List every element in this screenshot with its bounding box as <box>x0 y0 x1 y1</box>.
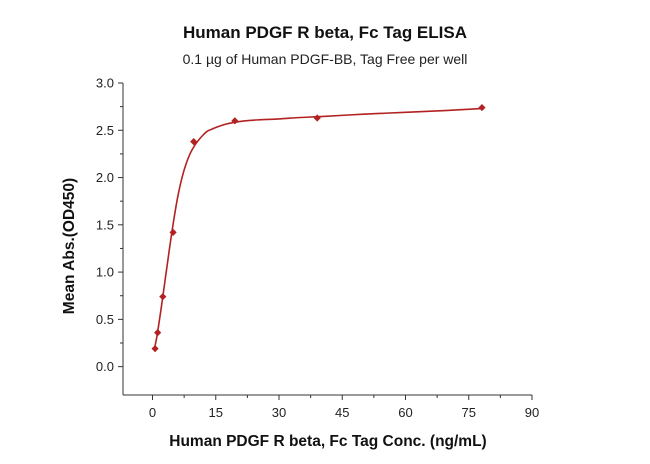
y-tick-label: 0.0 <box>96 359 114 374</box>
y-tick-label: 1.0 <box>96 265 114 280</box>
data-point <box>231 117 239 125</box>
x-tick-label: 45 <box>335 405 349 420</box>
chart-subtitle: 0.1 µg of Human PDGF-BB, Tag Free per we… <box>183 51 468 67</box>
x-tick-label: 15 <box>209 405 223 420</box>
fit-curve <box>153 107 482 348</box>
y-axis-label: Mean Abs.(OD450) <box>61 178 78 314</box>
fit-curve-layer <box>153 107 482 348</box>
chart-title: Human PDGF R beta, Fc Tag ELISA <box>183 23 467 42</box>
x-tick-label: 60 <box>398 405 412 420</box>
ticks: 0.0 0.5 1.0 1.5 2.0 2.5 3.0 0 15 30 45 60 75 90 <box>96 76 539 421</box>
data-point <box>190 138 198 146</box>
x-tick-label: 0 <box>149 405 156 420</box>
x-tick-label: 30 <box>272 405 286 420</box>
y-tick-label: 2.0 <box>96 170 114 185</box>
y-tick-label: 1.5 <box>96 217 114 232</box>
y-tick-label: 2.5 <box>96 123 114 138</box>
y-tick-label: 0.5 <box>96 312 114 327</box>
data-point <box>159 293 167 301</box>
axes <box>122 83 532 396</box>
data-point <box>169 228 177 236</box>
data-point <box>151 345 159 353</box>
data-point <box>154 329 162 337</box>
x-tick-label: 90 <box>525 405 539 420</box>
x-tick-label: 75 <box>462 405 476 420</box>
data-point <box>313 114 321 122</box>
x-axis-label: Human PDGF R beta, Fc Tag Conc. (ng/mL) <box>169 433 486 450</box>
data-point <box>478 103 486 112</box>
data-points-layer <box>151 103 486 353</box>
y-tick-label: 3.0 <box>96 76 114 91</box>
